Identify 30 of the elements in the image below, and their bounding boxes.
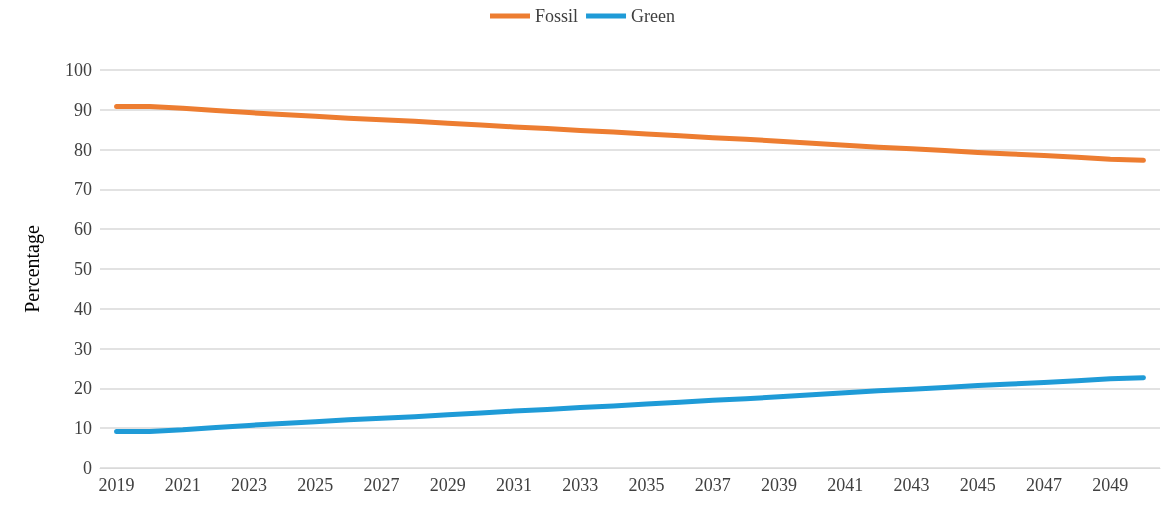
x-tick-label: 2049 xyxy=(1092,475,1129,495)
y-axis-title: Percentage xyxy=(21,225,44,313)
x-tick-label: 2029 xyxy=(429,475,466,495)
y-tick-label: 30 xyxy=(74,338,92,359)
y-tick-label: 80 xyxy=(74,139,92,160)
x-tick-label: 2025 xyxy=(297,475,334,495)
x-tick-label: 2043 xyxy=(893,475,930,495)
y-tick-label: 50 xyxy=(74,259,92,279)
x-tick-label: 2047 xyxy=(1026,475,1063,495)
y-tick-label: 40 xyxy=(74,298,92,319)
x-tick-label: 2021 xyxy=(164,475,201,495)
x-tick-label: 2037 xyxy=(694,475,731,495)
x-tick-label: 2041 xyxy=(827,475,864,495)
x-tick-label: 2033 xyxy=(562,475,599,495)
y-tick-label: 10 xyxy=(74,418,92,439)
y-tick-label: 100 xyxy=(65,60,92,80)
y-tick-label: 90 xyxy=(74,99,92,120)
y-tick-label: 60 xyxy=(74,219,92,240)
x-tick-label: 2045 xyxy=(959,475,996,495)
y-tick-label: 70 xyxy=(74,179,92,200)
x-tick-label: 2027 xyxy=(363,475,400,495)
x-tick-label: 2019 xyxy=(98,475,135,495)
x-tick-label: 2035 xyxy=(628,475,665,495)
y-tick-label: 0 xyxy=(83,458,92,478)
legend-label: Fossil xyxy=(535,6,579,26)
x-tick-label: 2023 xyxy=(231,475,268,495)
legend-label: Green xyxy=(631,6,676,26)
x-tick-label: 2031 xyxy=(496,475,533,495)
y-tick-label: 20 xyxy=(74,378,92,399)
x-tick-label: 2039 xyxy=(761,475,798,495)
